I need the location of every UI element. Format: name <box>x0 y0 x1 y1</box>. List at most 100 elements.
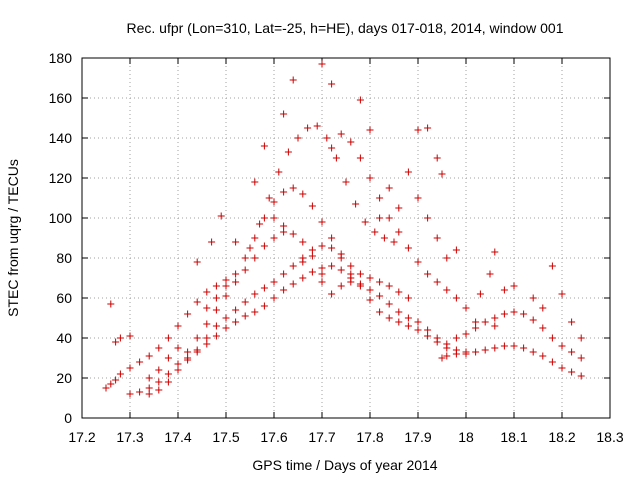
data-point-marker <box>452 294 460 302</box>
data-point-marker <box>424 214 432 222</box>
data-point-marker <box>241 298 249 306</box>
data-point-marker <box>472 348 480 356</box>
x-tick-label: 17.9 <box>404 429 431 445</box>
data-point-marker <box>145 384 153 392</box>
x-tick-label: 17.8 <box>356 429 383 445</box>
series-arc-07 <box>280 60 451 262</box>
data-point-marker <box>404 294 412 302</box>
data-point-marker <box>510 282 518 290</box>
data-point-marker <box>112 376 120 384</box>
data-point-marker <box>414 258 422 266</box>
data-point-marker <box>337 282 345 290</box>
data-point-marker <box>164 378 172 386</box>
data-point-marker <box>155 378 163 386</box>
data-point-marker <box>260 214 268 222</box>
data-point-marker <box>308 268 316 276</box>
data-point-marker <box>251 254 259 262</box>
data-point-marker <box>491 322 499 330</box>
data-point-marker <box>438 170 446 178</box>
data-point-marker <box>395 318 403 326</box>
data-point-marker <box>256 220 264 228</box>
data-point-marker <box>385 282 393 290</box>
data-point-marker <box>395 288 403 296</box>
data-point-marker <box>203 304 211 312</box>
data-point-marker <box>500 342 508 350</box>
data-point-marker <box>472 318 480 326</box>
data-point-marker <box>548 262 556 270</box>
data-point-marker <box>232 318 240 326</box>
data-point-marker <box>212 332 220 340</box>
data-point-marker <box>443 352 451 360</box>
data-point-marker <box>548 334 556 342</box>
x-tick-label: 17.4 <box>164 429 191 445</box>
x-tick-label: 18 <box>458 429 474 445</box>
data-point-marker <box>116 334 124 342</box>
data-point-marker <box>347 262 355 270</box>
data-point-marker <box>212 306 220 314</box>
data-point-marker <box>395 308 403 316</box>
data-point-marker <box>414 326 422 334</box>
data-point-marker <box>424 326 432 334</box>
data-point-marker <box>356 270 364 278</box>
data-point-marker <box>308 246 316 254</box>
data-point-marker <box>304 124 312 132</box>
data-point-marker <box>251 308 259 316</box>
data-point-marker <box>155 366 163 374</box>
data-point-marker <box>568 368 576 376</box>
x-tick-label: 17.7 <box>308 429 335 445</box>
data-point-marker <box>385 314 393 322</box>
data-point-marker <box>452 350 460 358</box>
data-point-marker <box>342 178 350 186</box>
data-point-marker <box>366 174 374 182</box>
data-point-marker <box>486 270 494 278</box>
data-point-marker <box>424 124 432 132</box>
data-point-marker <box>251 290 259 298</box>
data-point-marker <box>366 296 374 304</box>
data-point-marker <box>424 270 432 278</box>
data-point-marker <box>174 322 182 330</box>
data-point-marker <box>203 340 211 348</box>
data-point-marker <box>414 194 422 202</box>
series-arc-05 <box>203 184 412 312</box>
series-arc-02 <box>126 228 336 398</box>
data-point-marker <box>193 258 201 266</box>
data-point-marker <box>289 262 297 270</box>
data-point-marker <box>438 354 446 362</box>
data-point-marker <box>462 330 470 338</box>
data-point-marker <box>116 370 124 378</box>
data-point-marker <box>260 302 268 310</box>
data-point-marker <box>270 234 278 242</box>
data-point-marker <box>270 198 278 206</box>
x-tick-label: 17.2 <box>68 429 95 445</box>
data-point-marker <box>222 292 230 300</box>
data-point-marker <box>452 246 460 254</box>
data-point-marker <box>529 348 537 356</box>
data-point-marker <box>232 278 240 286</box>
data-point-marker <box>260 284 268 292</box>
data-point-marker <box>520 344 528 352</box>
data-point-marker <box>217 212 225 220</box>
data-point-marker <box>395 204 403 212</box>
data-point-marker <box>337 130 345 138</box>
data-point-marker <box>241 254 249 262</box>
data-point-marker <box>376 292 384 300</box>
data-point-marker <box>136 358 144 366</box>
data-point-marker <box>193 298 201 306</box>
data-point-marker <box>558 364 566 372</box>
data-point-marker <box>390 238 398 246</box>
data-point-marker <box>102 384 110 392</box>
y-tick-label: 80 <box>56 250 72 266</box>
data-point-marker <box>203 320 211 328</box>
data-points-layer <box>102 60 585 398</box>
data-point-marker <box>529 294 537 302</box>
data-point-marker <box>313 122 321 130</box>
x-axis-label: GPS time / Days of year 2014 <box>252 457 437 473</box>
data-point-marker <box>112 338 120 346</box>
x-tick-label: 17.3 <box>116 429 143 445</box>
data-point-marker <box>203 288 211 296</box>
data-point-marker <box>174 360 182 368</box>
data-point-marker <box>275 168 283 176</box>
data-point-marker <box>289 184 297 192</box>
data-point-marker <box>299 258 307 266</box>
